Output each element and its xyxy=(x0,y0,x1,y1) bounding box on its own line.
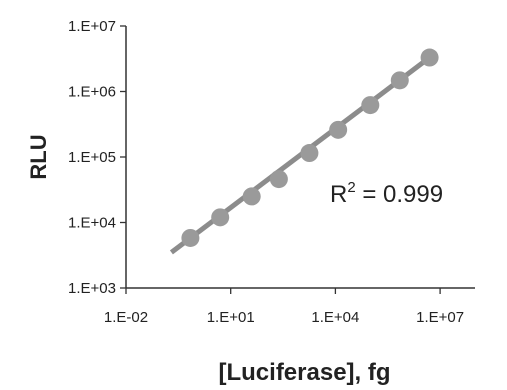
y-tick-label: 1.E+03 xyxy=(68,280,116,297)
data-point xyxy=(242,187,261,206)
x-tick-label: 1.E-02 xyxy=(104,309,148,326)
data-point xyxy=(269,170,288,189)
x-tick-label: 1.E+07 xyxy=(416,309,464,326)
y-axis-title: RLU xyxy=(26,134,51,179)
r-squared-superscript: 2 xyxy=(347,179,355,196)
r-squared-rest: = 0.999 xyxy=(356,181,443,208)
y-tick-label: 1.E+06 xyxy=(68,84,116,101)
data-point xyxy=(181,228,200,247)
x-axis-title: [Luciferase], fg xyxy=(218,359,390,386)
axis-ticks: 1.E+03 1.E+04 1.E+05 1.E+06 1.E+07 1.E-02 1.E+… xyxy=(68,18,464,326)
trendline-group xyxy=(169,55,432,255)
plot-area: 1.E+03 1.E+04 1.E+05 1.E+06 1.E+07 1.E-02 1.E+… xyxy=(68,18,475,326)
x-tick-label: 1.E+01 xyxy=(207,309,255,326)
data-points xyxy=(181,48,439,247)
x-tick-label: 1.E+04 xyxy=(311,309,359,326)
y-tick-label: 1.E+05 xyxy=(68,149,116,166)
data-point xyxy=(211,208,230,227)
r-squared-annotation: R2 = 0.999 xyxy=(330,179,443,208)
trendline xyxy=(169,55,432,255)
data-point xyxy=(300,144,319,163)
y-tick-label: 1.E+07 xyxy=(68,18,116,35)
data-point xyxy=(390,71,409,90)
y-tick-label: 1.E+04 xyxy=(68,215,116,232)
data-point xyxy=(329,120,348,139)
r-squared-base: R xyxy=(330,181,347,208)
data-point xyxy=(361,96,380,115)
data-point xyxy=(420,48,439,67)
